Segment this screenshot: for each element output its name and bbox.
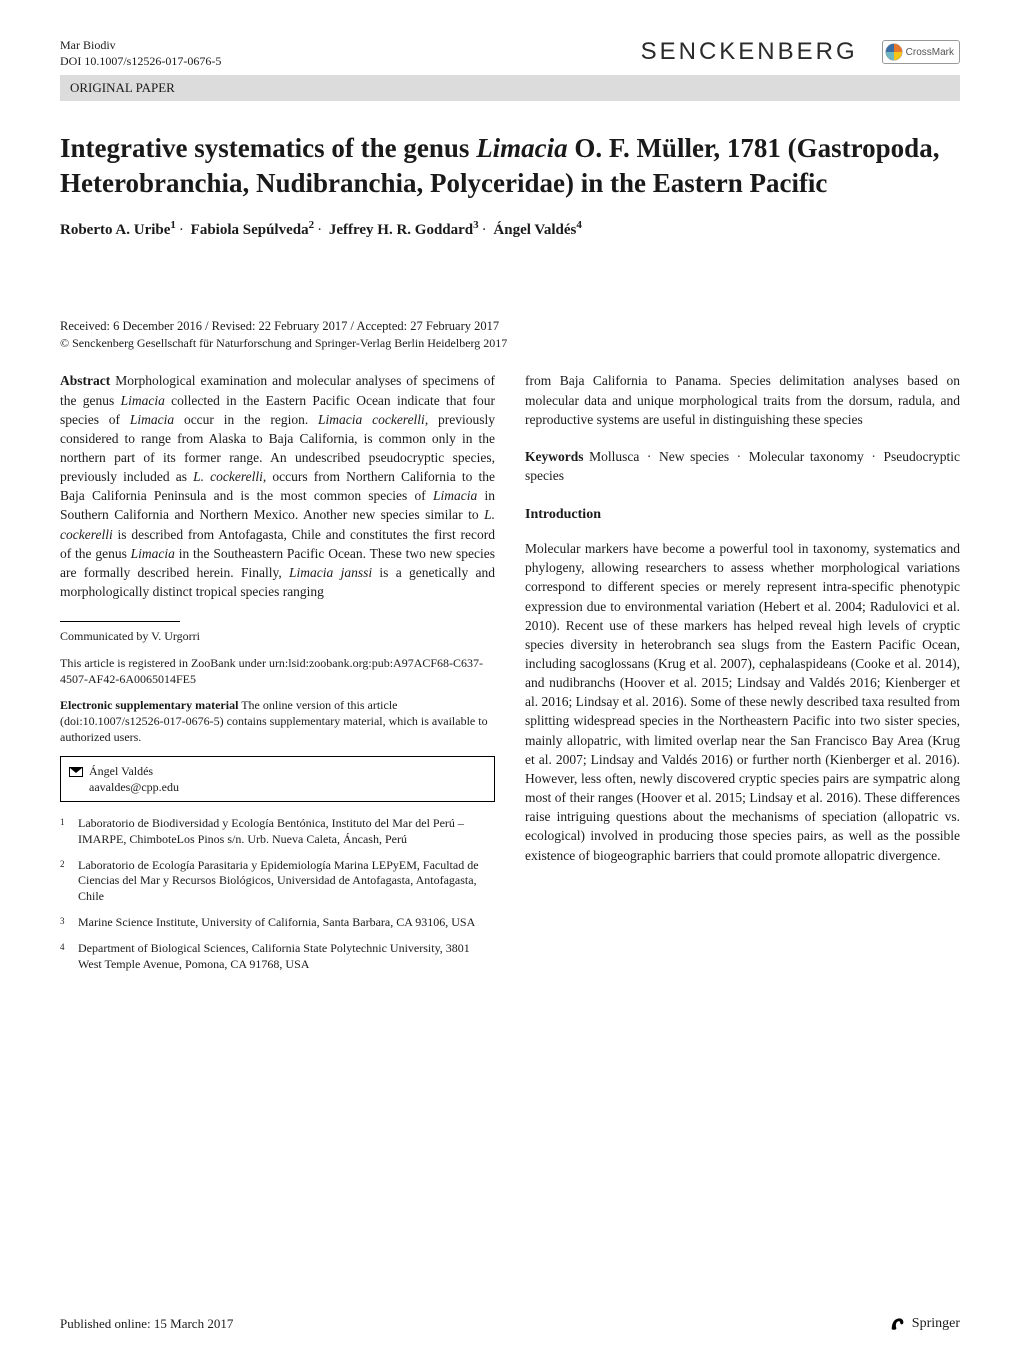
article-dates: Received: 6 December 2016 / Revised: 22 … [60,319,960,334]
article-category: ORIGINAL PAPER [60,75,960,101]
section-divider [60,621,180,622]
corr-name-row: Ángel Valdés [69,763,486,779]
kw-sep: · [864,449,884,464]
title-genus: Limacia [476,133,567,163]
esm-note: Electronic supplementary material The on… [60,698,495,746]
author-3: Jeffrey H. R. Goddard [329,222,473,238]
corresponding-author-box: Ángel Valdés aavaldes@cpp.edu [60,756,495,802]
abs-i8: Limacia janssi [289,565,372,580]
author-3-sup: 3 [473,219,479,231]
journal-info: Mar Biodiv DOI 10.1007/s12526-017-0676-5 [60,38,221,69]
crossmark-icon [885,43,903,61]
left-column: Abstract Morphological examination and m… [60,371,495,982]
kw-2: New species [659,449,729,464]
abstract-label: Abstract [60,373,110,388]
keywords-label: Keywords [525,449,584,464]
author-sep: · [479,222,490,238]
introduction-heading: Introduction [525,505,960,525]
abstract-paragraph: Abstract Morphological examination and m… [60,371,495,601]
journal-name: Mar Biodiv [60,38,221,54]
crossmark-label: CrossMark [906,47,954,58]
affiliation-1: 1 Laboratorio de Biodiversidad y Ecologí… [60,816,495,848]
published-online: Published online: 15 March 2017 [60,1316,233,1332]
affil-text-1: Laboratorio de Biodiversidad y Ecología … [78,816,495,848]
introduction-body: Molecular markers have become a powerful… [525,539,960,865]
affil-num-1: 1 [60,816,78,848]
page-header: Mar Biodiv DOI 10.1007/s12526-017-0676-5… [60,38,960,69]
affil-num-2: 2 [60,858,78,905]
springer-text: Springer [912,1316,960,1332]
abs-i3: Limacia cockerelli [318,412,425,427]
author-1: Roberto A. Uribe [60,222,170,238]
publisher-logo: SENCKENBERG [641,38,858,66]
affiliation-3: 3 Marine Science Institute, University o… [60,915,495,931]
affil-text-2: Laboratorio de Ecología Parasitaria y Ep… [78,858,495,905]
affiliation-2: 2 Laboratorio de Ecología Parasitaria y … [60,858,495,905]
copyright-line: © Senckenberg Gesellschaft für Naturfors… [60,336,960,351]
author-4-sup: 4 [576,219,582,231]
two-column-body: Abstract Morphological examination and m… [60,371,960,982]
affiliation-4: 4 Department of Biological Sciences, Cal… [60,941,495,973]
abs-i2: Limacia [130,412,174,427]
abs-i5: Limacia [433,488,477,503]
springer-horse-icon [889,1315,907,1333]
right-column: from Baja California to Panama. Species … [525,371,960,982]
affil-num-4: 4 [60,941,78,973]
communicated-by: Communicated by V. Urgorri [60,628,495,645]
corr-email[interactable]: aavaldes@cpp.edu [69,779,486,795]
zoobank-registration: This article is registered in ZooBank un… [60,655,495,687]
kw-3: Molecular taxonomy [749,449,864,464]
keywords-line: Keywords Mollusca · New species · Molecu… [525,447,960,485]
header-right: SENCKENBERG CrossMark [641,38,960,66]
springer-logo: Springer [889,1315,960,1333]
kw-sep: · [729,449,749,464]
page-footer: Published online: 15 March 2017 Springer [60,1315,960,1333]
author-sep: · [314,222,325,238]
kw-1: Mollusca [589,449,639,464]
author-2: Fabiola Sepúlveda [191,222,309,238]
author-sep: · [176,222,187,238]
abstract-continuation: from Baja California to Panama. Species … [525,371,960,428]
abs-t3: occur in the region. [174,412,318,427]
doi: DOI 10.1007/s12526-017-0676-5 [60,54,221,70]
affil-num-3: 3 [60,915,78,931]
abs-i7: Limacia [131,546,175,561]
crossmark-badge[interactable]: CrossMark [882,40,960,64]
abs-i1: Limacia [121,393,165,408]
kw-sep: · [639,449,659,464]
author-list: Roberto A. Uribe1· Fabiola Sepúlveda2· J… [60,219,960,239]
article-title: Integrative systematics of the genus Lim… [60,131,960,201]
envelope-icon [69,767,83,777]
corr-name: Ángel Valdés [89,764,153,778]
abs-i4: L. cockerelli [193,469,263,484]
affil-text-3: Marine Science Institute, University of … [78,915,475,931]
esm-label: Electronic supplementary material [60,698,238,712]
author-4: Ángel Valdés [493,222,576,238]
title-pre: Integrative systematics of the genus [60,133,476,163]
affil-text-4: Department of Biological Sciences, Calif… [78,941,495,973]
